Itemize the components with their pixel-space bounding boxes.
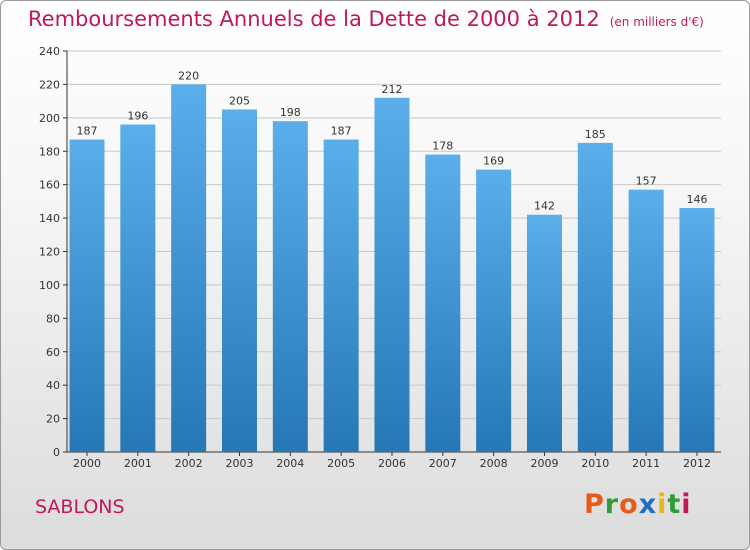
data-label: 178 xyxy=(432,140,453,153)
bar xyxy=(323,139,359,452)
bar xyxy=(120,124,156,453)
data-label: 187 xyxy=(331,125,352,138)
labels: 0 20 40 60 80 100 120 140 160 180 200 220 240 187 2000… xyxy=(39,45,711,470)
x-tick-label: 2002 xyxy=(175,457,203,470)
data-label: 157 xyxy=(636,175,657,188)
y-tick-label: 120 xyxy=(39,246,60,259)
bars xyxy=(69,84,715,453)
data-label: 220 xyxy=(178,69,199,82)
x-tick-label: 2001 xyxy=(124,457,152,470)
bar xyxy=(476,169,512,453)
x-tick-label: 2009 xyxy=(530,457,558,470)
x-tick-label: 2008 xyxy=(480,457,508,470)
y-tick-label: 20 xyxy=(46,413,60,426)
x-tick-label: 2011 xyxy=(632,457,660,470)
data-label: 212 xyxy=(381,83,402,96)
commune-name: SABLONS xyxy=(35,496,125,518)
proxiti-logo: Proxiti xyxy=(584,489,692,520)
bar xyxy=(526,214,562,452)
y-tick-label: 100 xyxy=(39,279,60,292)
data-label: 142 xyxy=(534,200,555,213)
logo-letter: P xyxy=(584,489,605,520)
data-label: 198 xyxy=(280,106,301,119)
bar xyxy=(272,121,308,453)
logo-letter: o xyxy=(619,489,639,520)
bar xyxy=(577,142,613,453)
logo-letter: i xyxy=(681,489,692,520)
bar xyxy=(425,154,461,452)
data-label: 185 xyxy=(585,128,606,141)
y-tick-label: 40 xyxy=(46,379,60,392)
y-tick-label: 80 xyxy=(46,312,60,325)
bar xyxy=(69,139,105,452)
data-label: 146 xyxy=(686,193,707,206)
x-tick-label: 2003 xyxy=(225,457,253,470)
data-label: 187 xyxy=(77,125,98,138)
chart-title-text: Remboursements Annuels de la Dette de 20… xyxy=(28,7,600,31)
bar xyxy=(221,109,257,453)
data-label: 196 xyxy=(127,110,148,123)
logo-letter: t xyxy=(667,489,682,520)
x-tick-label: 2005 xyxy=(327,457,355,470)
x-tick-label: 2007 xyxy=(429,457,457,470)
x-tick-label: 2004 xyxy=(276,457,304,470)
logo-letter: x xyxy=(638,489,658,520)
logo-letter: r xyxy=(604,489,620,520)
y-tick-label: 240 xyxy=(39,45,60,58)
y-tick-label: 180 xyxy=(39,145,60,158)
chart-title: Remboursements Annuels de la Dette de 20… xyxy=(28,7,704,31)
bar xyxy=(171,84,207,453)
y-tick-label: 160 xyxy=(39,179,60,192)
y-tick-label: 220 xyxy=(39,78,60,91)
y-tick-label: 60 xyxy=(46,346,60,359)
logo-letter: i xyxy=(657,489,668,520)
y-tick-label: 0 xyxy=(53,446,60,459)
y-tick-label: 200 xyxy=(39,112,60,125)
x-tick-label: 2006 xyxy=(378,457,406,470)
x-tick-label: 2010 xyxy=(581,457,609,470)
data-label: 205 xyxy=(229,94,250,107)
bar xyxy=(628,189,664,452)
bar xyxy=(374,97,410,453)
data-label: 169 xyxy=(483,155,504,168)
x-tick-label: 2000 xyxy=(73,457,101,470)
y-tick-label: 140 xyxy=(39,212,60,225)
bar xyxy=(679,208,715,452)
chart-unit: (en milliers d'€) xyxy=(609,15,704,29)
x-tick-label: 2012 xyxy=(683,457,711,470)
